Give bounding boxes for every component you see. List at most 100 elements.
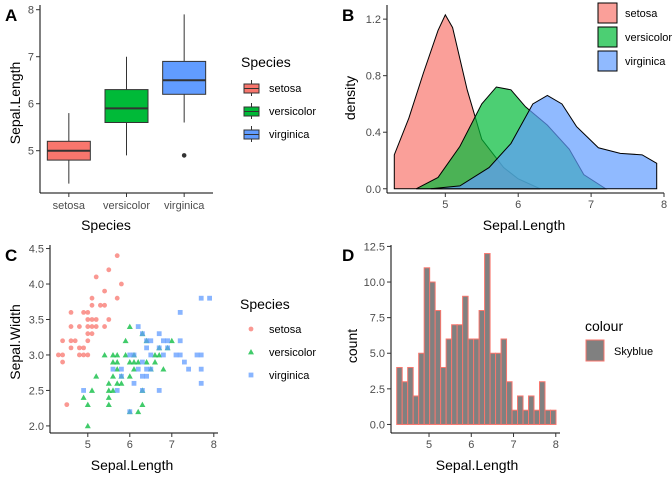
scatter-point-virginica <box>140 388 145 393</box>
scatter-point-versicolor <box>105 387 112 393</box>
panel-b-y-tick-label: 1.2 <box>366 14 381 26</box>
legend-label-setosa: setosa <box>269 83 302 95</box>
scatter-point-virginica <box>144 373 149 379</box>
scatter-point-setosa <box>102 302 107 308</box>
histogram-bar <box>462 295 469 425</box>
panel-d-histogram: D 0.02.55.07.510.012.55 6 7 8 Sepal.Length … <box>342 241 653 473</box>
scatter-point-versicolor <box>118 380 125 386</box>
scatter-point-versicolor <box>135 408 142 415</box>
scatter-point-versicolor <box>152 359 158 365</box>
scatter-point-versicolor <box>152 351 158 358</box>
panel-b-y-axis-title: density <box>342 76 358 120</box>
scatter-point-versicolor <box>126 373 133 379</box>
scatter-point-virginica <box>131 352 137 358</box>
scatter-point-virginica <box>161 338 166 344</box>
scatter-point-setosa <box>102 324 107 329</box>
histogram-bar <box>407 366 414 425</box>
panel-b-density: B 0.00.40.81.25 6 7 8 Sepal.Length density … <box>342 2 672 233</box>
histogram-bar <box>396 366 403 425</box>
scatter-point-versicolor <box>84 422 91 429</box>
scatter-point-versicolor <box>80 394 87 400</box>
scatter-point-setosa <box>106 317 112 322</box>
scatter-point-setosa <box>114 253 120 259</box>
scatter-point-setosa <box>85 352 91 358</box>
scatter-point-virginica <box>144 345 149 351</box>
panel-c-x-tick-label: 5 <box>85 439 91 451</box>
box-outlier-virginica <box>181 153 187 158</box>
legend-label-setosa: setosa <box>625 8 658 20</box>
scatter-point-versicolor <box>126 359 133 365</box>
scatter-point-setosa <box>60 338 65 344</box>
histogram-bar <box>445 338 453 425</box>
scatter-point-setosa <box>72 338 78 344</box>
scatter-point-versicolor <box>89 387 95 393</box>
scatter-point-virginica <box>135 324 141 329</box>
histogram-bar <box>429 281 436 425</box>
scatter-point-versicolor <box>131 366 137 372</box>
scatter-point-versicolor <box>156 351 163 358</box>
scatter-point-virginica <box>194 352 200 358</box>
scatter-point-setosa <box>89 331 95 337</box>
panel-c-x-tick-label: 7 <box>169 439 175 451</box>
scatter-point-versicolor <box>110 373 116 379</box>
density-area-virginica <box>430 94 658 190</box>
scatter-point-virginica <box>198 352 204 358</box>
legend-label-versicolor: versicolor <box>269 347 316 359</box>
panel-c-x-axis-title: Sepal.Length <box>91 457 174 473</box>
panel-d-y-tick-label: 5.0 <box>370 348 385 360</box>
scatter-point-virginica <box>148 352 154 358</box>
panel-b-y-tick-label: 0.4 <box>366 127 381 139</box>
panel-d-y-tick-label: 0.0 <box>370 419 385 431</box>
scatter-point-versicolor <box>101 351 108 358</box>
panel-a-y-tick-label: 5 <box>28 146 34 158</box>
scatter-point-virginica <box>135 366 141 372</box>
scatter-point-versicolor <box>122 337 129 344</box>
panel-tag-b: B <box>342 6 354 25</box>
scatter-point-setosa <box>85 309 91 315</box>
panel-c-y-tick-label: 2.5 <box>29 385 44 397</box>
scatter-point-setosa <box>85 338 91 344</box>
scatter-point-setosa <box>89 302 95 308</box>
scatter-point-setosa <box>102 288 107 294</box>
panel-b-plot-area: 0.0 0.4 0.8 1.2 5 6 7 8 <box>366 5 667 211</box>
scatter-point-virginica <box>182 359 187 365</box>
scatter-point-setosa <box>68 338 74 344</box>
panel-a-x-tick-label: setosa <box>53 200 86 212</box>
scatter-point-setosa <box>60 359 65 365</box>
panel-a-x-axis-title: Species <box>81 217 131 233</box>
panel-b-y-tick-label: 0.8 <box>366 71 381 83</box>
panel-a-legend-title: Species <box>241 54 291 70</box>
legend-key-skyblue <box>585 339 605 362</box>
panel-a-plot-area: 5 6 7 8 setosa versicolor virginica <box>28 5 213 212</box>
panel-c-y-tick-label: 3.0 <box>29 350 44 362</box>
scatter-point-setosa <box>77 352 82 358</box>
panel-c-x-tick-label: 8 <box>211 439 217 451</box>
scatter-point-versicolor <box>160 366 167 372</box>
panel-b-x-tick-label: 6 <box>515 199 521 211</box>
histogram-bar <box>489 352 497 425</box>
panel-a-x-tick-label: versicolor <box>103 200 150 212</box>
histogram-bar <box>506 381 513 425</box>
scatter-point-virginica <box>186 366 191 372</box>
scatter-point-virginica <box>173 352 179 358</box>
panel-b-x-tick-label: 7 <box>588 199 594 211</box>
histogram-bar <box>500 338 508 425</box>
panel-d-y-axis-title: count <box>344 329 360 363</box>
scatter-point-setosa <box>85 324 91 329</box>
histogram-bar <box>549 409 557 425</box>
scatter-point-setosa <box>81 345 86 351</box>
scatter-point-versicolor <box>110 351 116 358</box>
scatter-point-virginica <box>114 388 120 393</box>
histogram-bar <box>434 310 442 425</box>
panel-c-y-tick-label: 4.5 <box>29 244 44 256</box>
panel-d-y-tick-label: 2.5 <box>370 384 385 396</box>
scatter-point-virginica <box>177 338 183 344</box>
legend-label-versicolor: versicolor <box>269 106 316 118</box>
scatter-point-versicolor <box>168 337 175 344</box>
scatter-point-setosa <box>81 352 86 358</box>
scatter-point-virginica <box>198 295 204 301</box>
scatter-point-virginica <box>140 373 145 379</box>
scatter-point-setosa <box>81 309 86 315</box>
panel-a-y-axis-title: Sepal.Length <box>7 62 23 145</box>
histogram-bar <box>451 324 458 425</box>
